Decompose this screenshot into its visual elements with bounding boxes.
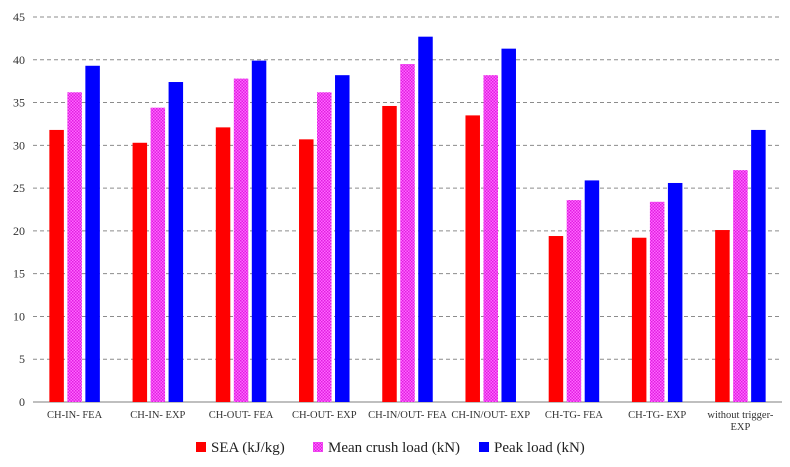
bar-peak <box>418 36 433 403</box>
bar-mean <box>400 64 415 403</box>
legend-swatch <box>479 442 489 452</box>
y-tick-label: 0 <box>19 395 25 409</box>
x-tick-label: CH-TG- EXP <box>628 410 686 421</box>
bar-mean <box>317 92 332 403</box>
bar-mean <box>483 75 498 402</box>
bar-sea <box>465 115 480 402</box>
x-tick-label: CH-OUT- FEA <box>209 410 274 421</box>
x-tick-label: without trigger-EXP <box>707 410 773 433</box>
y-tick-label: 45 <box>13 10 25 24</box>
legend-label: Mean crush load (kN) <box>328 440 460 456</box>
y-tick-label: 35 <box>13 96 25 110</box>
bars <box>49 36 766 403</box>
bar-peak <box>335 75 350 402</box>
bar-mean <box>67 92 82 403</box>
legend-label: SEA (kJ/kg) <box>211 440 285 456</box>
legend-swatch <box>313 442 323 452</box>
bar-sea <box>215 127 231 402</box>
bar-sea <box>548 236 564 402</box>
bar-peak <box>751 129 766 402</box>
bar-sea <box>631 237 647 402</box>
x-tick-label: CH-IN/OUT- EXP <box>451 410 530 421</box>
bar-peak <box>501 48 516 403</box>
bar-sea <box>49 129 64 402</box>
x-tick-label: CH-IN- FEA <box>47 410 103 421</box>
bar-mean <box>566 200 582 402</box>
bar-sea <box>132 142 148 402</box>
x-tick-label: CH-OUT- EXP <box>292 410 357 421</box>
bar-sea <box>299 139 314 402</box>
labels: 0 5 10 15 20 25 30 35 40 45 CH-IN- FEA CH-IN- EXP CH… <box>13 10 774 433</box>
legend: SEA (kJ/kg) Mean crush load (kN) Peak load… <box>196 440 585 456</box>
x-tick-label: CH-TG- FEA <box>545 410 603 421</box>
y-tick-label: 10 <box>13 309 25 323</box>
bar-sea <box>715 230 730 402</box>
legend-label: Peak load (kN) <box>494 440 585 456</box>
bar-mean <box>649 201 665 402</box>
bar-peak <box>251 60 267 403</box>
y-tick-label: 25 <box>13 181 25 195</box>
bar-peak <box>667 182 683 402</box>
bar-peak <box>168 82 184 403</box>
legend-swatch <box>196 442 206 452</box>
x-tick-label: CH-IN/OUT- FEA <box>368 410 447 421</box>
bar-mean <box>733 170 748 402</box>
bar-peak <box>584 180 600 402</box>
y-tick-label: 15 <box>13 267 25 281</box>
y-tick-label: 30 <box>13 138 25 152</box>
y-tick-label: 5 <box>19 352 25 366</box>
x-tick-label: CH-IN- EXP <box>130 410 185 421</box>
bar-sea <box>382 105 397 402</box>
bar-peak <box>85 65 100 403</box>
y-tick-label: 40 <box>13 53 25 67</box>
y-tick-label: 20 <box>13 224 25 238</box>
bar-mean <box>233 78 249 402</box>
bar-mean <box>150 107 166 402</box>
